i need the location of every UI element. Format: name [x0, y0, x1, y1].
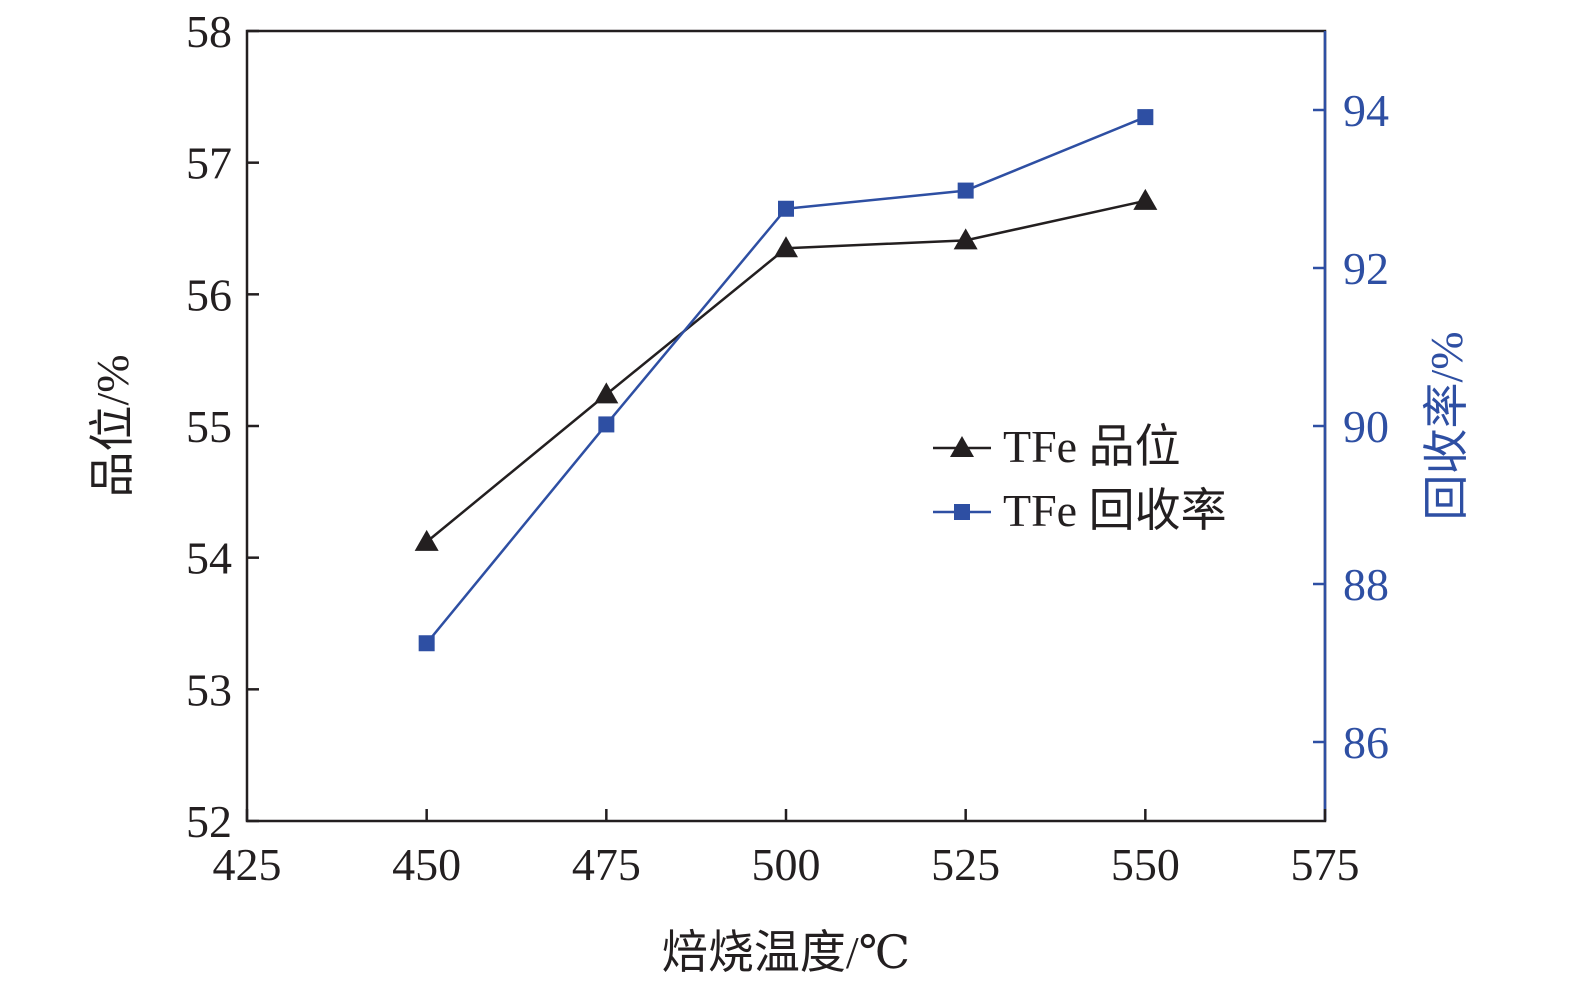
grade-point [1133, 188, 1158, 210]
recovery-point [598, 416, 615, 433]
legend-triangle-marker [950, 436, 974, 457]
legend-square-marker [954, 504, 970, 520]
x-tick-label: 550 [1111, 839, 1180, 890]
legend: TFe 品位 TFe 回收率 [933, 421, 1227, 536]
right-y-tick-label: 88 [1343, 559, 1389, 610]
recovery-point [957, 182, 974, 199]
grade-point [953, 228, 978, 250]
grade-point [594, 382, 619, 404]
left-y-axis: 52 53 54 55 56 57 58 [186, 6, 259, 847]
left-y-axis-title: 品位/% [87, 354, 138, 497]
grade-point [774, 236, 798, 258]
x-axis: 425 450 475 500 525 550 575 [213, 809, 1360, 890]
x-tick-label: 425 [213, 839, 282, 890]
x-tick-label: 475 [572, 839, 641, 890]
x-tick-label: 525 [931, 839, 1000, 890]
right-y-tick-label: 90 [1343, 401, 1389, 452]
right-y-tick-label: 86 [1343, 717, 1389, 768]
left-y-tick-label: 56 [186, 269, 232, 320]
right-y-axis: 86 88 90 92 94 [1313, 85, 1389, 768]
recovery-point [778, 200, 794, 217]
recovery-point [418, 635, 435, 652]
x-tick-label: 450 [392, 839, 461, 890]
left-y-tick-label: 54 [186, 533, 232, 584]
legend-label-recovery: TFe 回收率 [1003, 485, 1227, 536]
right-y-tick-label: 94 [1343, 85, 1389, 136]
recovery-point [1137, 109, 1154, 126]
left-y-tick-label: 52 [186, 796, 232, 847]
right-y-tick-label: 92 [1343, 243, 1389, 294]
left-y-tick-label: 58 [186, 6, 232, 57]
grade-point [414, 529, 439, 551]
legend-label-grade: TFe 品位 [1003, 421, 1181, 472]
x-tick-label: 500 [752, 839, 821, 890]
left-y-tick-label: 53 [186, 664, 232, 715]
x-axis-title: 焙烧温度/℃ [662, 927, 910, 978]
right-y-axis-title: 回收率/% [1421, 331, 1472, 520]
left-y-tick-label: 55 [186, 401, 232, 452]
series-layer [414, 109, 1158, 652]
series-line-1 [425, 115, 1146, 645]
left-y-tick-label: 57 [186, 138, 232, 189]
x-tick-label: 575 [1291, 839, 1360, 890]
